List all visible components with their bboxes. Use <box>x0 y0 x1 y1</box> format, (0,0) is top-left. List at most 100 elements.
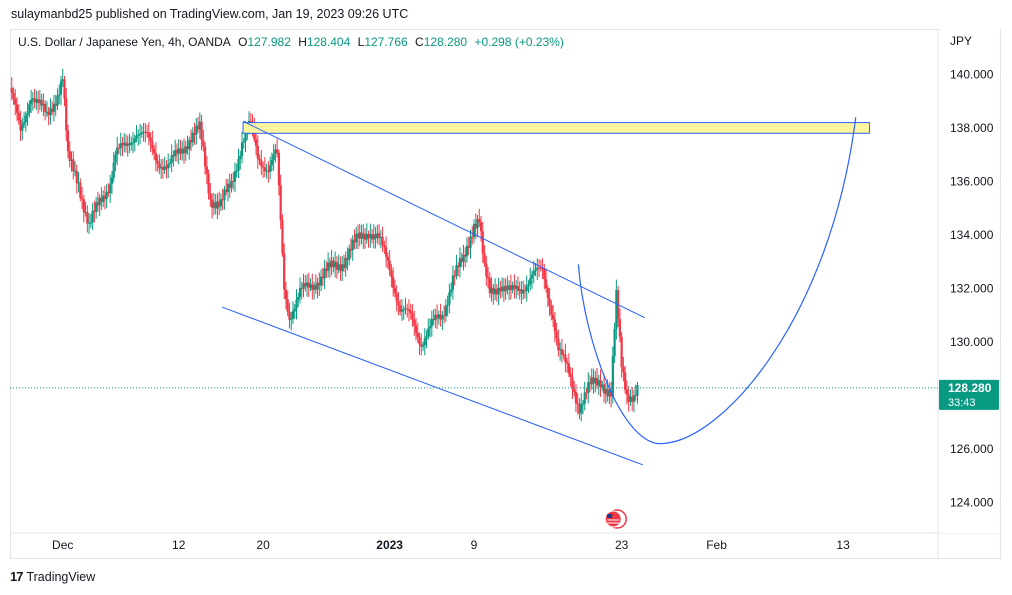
us-flag-icon[interactable] <box>604 510 622 528</box>
candle-body <box>504 285 507 292</box>
time-tick-label: Feb <box>706 538 727 552</box>
candle-body <box>328 262 331 268</box>
candle-body <box>370 234 374 240</box>
candle-body <box>12 92 15 99</box>
candle-body <box>544 279 548 289</box>
candle-body <box>189 139 193 143</box>
candle-body <box>239 155 242 159</box>
footer-brand[interactable]: 17 TradingView <box>10 569 95 584</box>
candle-body <box>126 143 129 146</box>
low-label: L <box>357 35 365 49</box>
candle-body <box>211 199 214 208</box>
candle-body <box>490 287 493 294</box>
candle-body <box>31 98 34 101</box>
candle-body <box>550 305 553 315</box>
candle-body <box>181 148 184 154</box>
candle-body <box>606 388 609 397</box>
candle-body <box>464 254 467 257</box>
candle-body <box>427 328 430 337</box>
candle-body <box>462 254 465 263</box>
candle-body <box>539 267 542 269</box>
candle-body <box>147 132 150 138</box>
lower-channel-line[interactable] <box>221 306 643 466</box>
candle-body <box>149 137 152 142</box>
candle-body <box>516 286 520 291</box>
candle-body <box>98 197 101 206</box>
candle-body <box>230 180 233 188</box>
price-tick-label: 136.000 <box>950 174 994 188</box>
candle-body <box>232 180 235 182</box>
candle-body <box>84 212 87 214</box>
candle-body <box>493 288 497 295</box>
candle-body <box>325 268 328 272</box>
candle-body <box>93 210 96 212</box>
candle-body <box>501 286 504 292</box>
candle-body <box>351 239 354 251</box>
candle-body <box>631 396 634 402</box>
candle-body <box>54 103 57 106</box>
candle-body <box>237 158 240 171</box>
candle-body <box>311 284 314 290</box>
candle-body <box>196 125 200 130</box>
candle-body <box>261 166 265 168</box>
candle-body <box>518 289 521 291</box>
candle-body <box>44 103 47 113</box>
price-chart[interactable]: JPY 140.000 138.000 136.000 134.000 132.000 13… <box>10 29 1001 559</box>
candle-body <box>283 253 286 290</box>
candle-body <box>471 236 474 238</box>
candle-body <box>560 349 563 355</box>
upper-channel-line[interactable] <box>242 120 646 319</box>
candle-body <box>86 212 89 224</box>
candle-body <box>548 298 551 306</box>
candle-body <box>590 377 593 385</box>
candle-body <box>580 403 583 414</box>
candle-body <box>312 285 316 290</box>
candle-body <box>356 233 360 239</box>
candle-body <box>265 170 268 172</box>
candle-body <box>522 290 525 294</box>
time-tick-label: 20 <box>256 538 270 552</box>
candle-body <box>203 146 207 167</box>
candle-body <box>407 309 411 311</box>
candle-body <box>385 247 388 257</box>
candle-body <box>293 308 296 312</box>
candle-body <box>443 315 446 317</box>
resistance-zone[interactable] <box>242 122 870 134</box>
candle-body <box>170 155 173 163</box>
candle-body <box>240 142 244 156</box>
candle-body <box>138 133 142 135</box>
candle-body <box>453 275 456 277</box>
candle-body <box>156 160 159 164</box>
candle-body <box>578 404 581 414</box>
candle-body <box>430 318 433 327</box>
price-axis[interactable] <box>939 29 1000 533</box>
candle-body <box>479 222 483 232</box>
candle-body <box>595 378 599 386</box>
candle-body <box>174 150 177 157</box>
candle-body <box>184 146 187 154</box>
candle-body <box>508 285 511 290</box>
candle-body <box>555 331 558 339</box>
candle-body <box>400 309 404 312</box>
candle-body <box>121 143 124 146</box>
candle-body <box>601 384 604 388</box>
candle-body <box>21 124 24 131</box>
candle-body <box>457 265 460 268</box>
candle-body <box>497 287 500 295</box>
candle-body <box>506 285 509 290</box>
candle-body <box>63 79 66 99</box>
candle-body <box>365 233 368 240</box>
candle-body <box>128 143 131 146</box>
high-value: 128.404 <box>306 35 351 49</box>
candle-body <box>160 166 163 169</box>
candle-body <box>267 170 270 172</box>
candle-body <box>576 403 579 405</box>
candle-body <box>421 345 425 347</box>
candle-body <box>613 328 616 357</box>
candle-body <box>114 155 117 163</box>
projection-curve[interactable] <box>577 117 857 445</box>
last-price-tag <box>939 379 999 410</box>
candle-body <box>525 286 528 291</box>
candle-body <box>119 143 122 149</box>
candle-body <box>559 349 562 351</box>
